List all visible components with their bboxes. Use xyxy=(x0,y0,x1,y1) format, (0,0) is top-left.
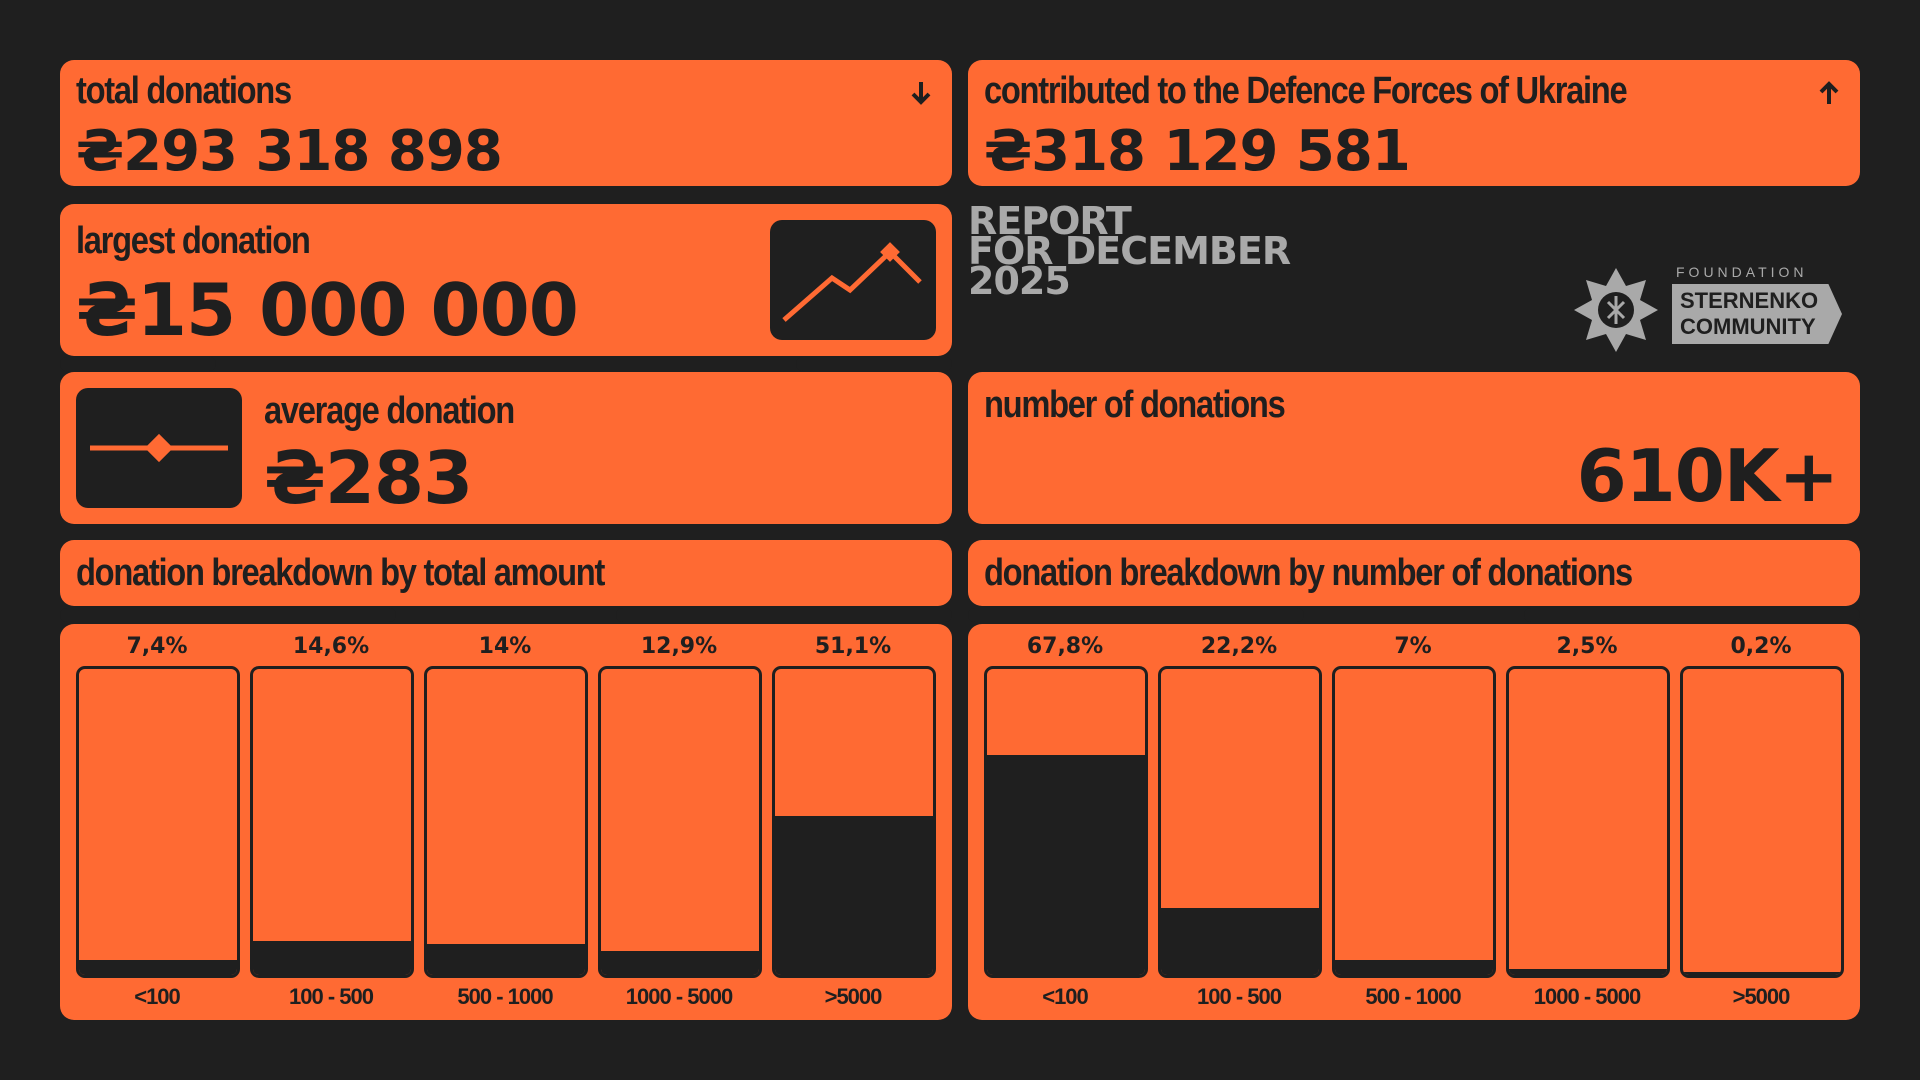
bar-fill xyxy=(1509,968,1667,975)
bar-fill xyxy=(1335,959,1493,975)
card-tab xyxy=(796,357,952,371)
arrow-down-icon xyxy=(911,82,931,105)
logo-line: COMMUNITY xyxy=(1680,314,1816,339)
bar-category-label: 1000 - 5000 xyxy=(1533,984,1641,1009)
bar xyxy=(1158,666,1322,978)
bar xyxy=(1506,666,1670,978)
card-tab xyxy=(616,608,952,622)
chart-header-total-amount: donation breakdown by total amount xyxy=(60,540,952,606)
bar-category-label: >5000 xyxy=(1732,984,1791,1009)
bar xyxy=(250,666,414,978)
bar-value-label: 22,2% xyxy=(1200,634,1278,659)
bar-fill xyxy=(1161,907,1319,975)
bar-value-label: 2,5% xyxy=(1556,634,1618,659)
bar xyxy=(76,666,240,978)
bar-value-label: 67,8% xyxy=(1026,634,1104,659)
card-tab xyxy=(968,608,1304,622)
chart-title: donation breakdown by number of donation… xyxy=(984,552,1633,594)
bar-fill xyxy=(427,944,585,975)
bar-value-label: 51,1% xyxy=(814,634,892,659)
chart-header-number-of-donations: donation breakdown by number of donation… xyxy=(968,540,1860,606)
bar-category-label: 500 - 1000 xyxy=(457,984,553,1009)
report-title-line: REPORT xyxy=(968,199,1132,243)
card-tab xyxy=(60,608,396,622)
bar xyxy=(1680,666,1844,978)
contributed-value: ₴318 129 581 xyxy=(984,119,1411,184)
bar-category-label: 100 - 500 xyxy=(289,984,374,1009)
number-of-donations-card: number of donations 610K+ xyxy=(968,372,1860,524)
average-donation-label: average donation xyxy=(264,390,515,432)
card-tab xyxy=(1524,608,1860,622)
logo-line: STERNENKO xyxy=(1680,288,1819,313)
logo-foundation-text: FOUNDATION xyxy=(1676,264,1808,280)
card-tab xyxy=(60,357,216,371)
bar-fill xyxy=(1683,972,1841,975)
average-donation-value: ₴283 xyxy=(264,436,473,520)
bar-fill xyxy=(79,959,237,975)
bar-value-label: 7,4% xyxy=(126,634,188,659)
bar-category-label: <100 xyxy=(1042,984,1089,1009)
bar-category-label: 100 - 500 xyxy=(1197,984,1282,1009)
bar xyxy=(984,666,1148,978)
largest-donation-value: ₴15 000 000 xyxy=(76,268,579,352)
bar-value-label: 0,2% xyxy=(1730,634,1792,659)
bar xyxy=(1332,666,1496,978)
sternenko-logo-emblem xyxy=(1574,268,1658,352)
contributed-label: contributed to the Defence Forces of Ukr… xyxy=(984,70,1628,112)
chart-title: donation breakdown by total amount xyxy=(76,552,605,594)
bar-category-label: 500 - 1000 xyxy=(1365,984,1461,1009)
bar-fill xyxy=(775,815,933,975)
largest-donation-card: largest donation ₴15 000 000 xyxy=(60,204,952,356)
bar-value-label: 12,9% xyxy=(640,634,718,659)
contributed-card: contributed to the Defence Forces of Ukr… xyxy=(968,60,1860,186)
number-of-donations-label: number of donations xyxy=(984,384,1286,426)
bar-fill xyxy=(987,754,1145,975)
bar-fill xyxy=(601,950,759,975)
report-title-line: FOR DECEMBER xyxy=(968,229,1291,273)
bar-value-label: 14% xyxy=(478,634,532,659)
arrow-up-icon xyxy=(1819,81,1839,104)
slider-icon xyxy=(76,388,242,508)
number-of-donations-value: 610K+ xyxy=(1576,434,1839,518)
bar-value-label: 14,6% xyxy=(292,634,370,659)
bar-category-label: >5000 xyxy=(824,984,883,1009)
report-title: REPORT FOR DECEMBER 2025 xyxy=(968,199,1291,303)
line-chart-icon xyxy=(770,220,936,340)
total-donations-label: total donations xyxy=(76,70,292,112)
bar-value-label: 7% xyxy=(1394,634,1432,659)
bar-category-label: 1000 - 5000 xyxy=(625,984,733,1009)
total-donations-value: ₴293 318 898 xyxy=(76,119,503,184)
total-donations-card: total donations ₴293 318 898 xyxy=(60,60,952,186)
bar xyxy=(424,666,588,978)
largest-donation-label: largest donation xyxy=(76,220,311,262)
average-donation-card: average donation ₴283 xyxy=(60,372,952,524)
bar-fill xyxy=(253,941,411,975)
bar xyxy=(772,666,936,978)
bar xyxy=(598,666,762,978)
logo-wordmark: STERNENKO COMMUNITY xyxy=(1672,284,1842,344)
bar-category-label: <100 xyxy=(134,984,181,1009)
report-title-line: 2025 xyxy=(968,259,1071,303)
